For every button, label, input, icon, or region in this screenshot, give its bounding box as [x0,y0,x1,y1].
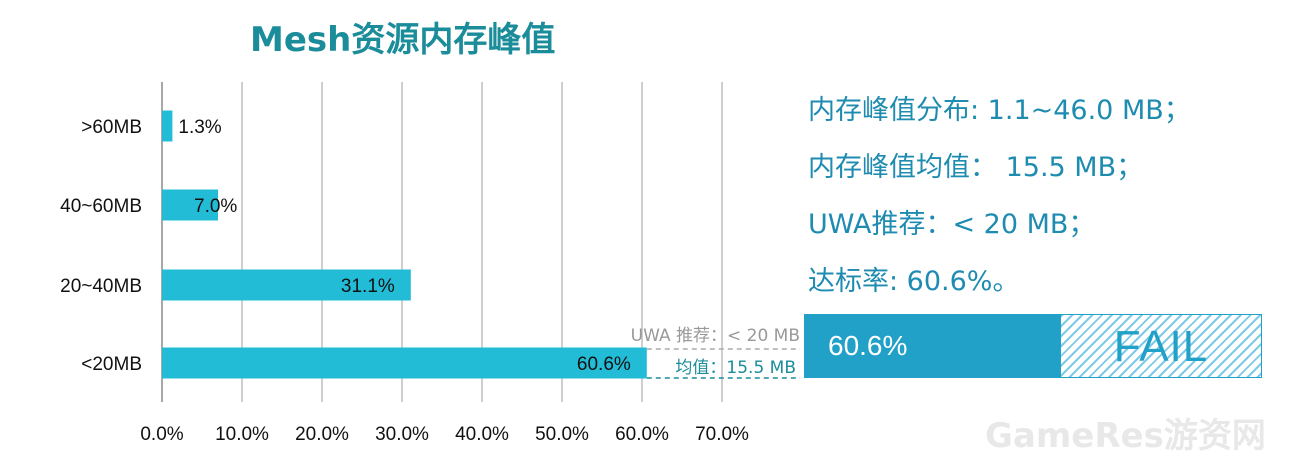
x-tick-label: 50.0% [535,424,589,445]
pass-segment: 60.6% [804,314,1061,378]
stat-recommendation: UWA推荐：< 20 MB； [808,209,1096,240]
bar-chart: 0.0% 10.0% 20.0% 30.0% 40.0% 50.0% 60.0% 70.0% >… [60,82,800,445]
x-tick-label: 60.0% [615,424,669,445]
stat-mean: 内存峰值均值： 15.5 MB； [808,152,1144,183]
bar [162,269,411,301]
data-label: 7.0% [194,196,237,217]
category-label: <20MB [81,354,142,375]
category-label: 40~60MB [60,196,142,217]
watermark: GameRes游资网 [985,416,1266,456]
stat-pass-rate: 达标率: 60.6%。 [808,266,1020,297]
data-label: 60.6% [577,354,631,375]
bar [162,189,218,221]
category-label: 20~40MB [60,276,142,297]
chart-title: Mesh资源内存峰值 [250,20,556,60]
recommendation-annotation: UWA 推荐：< 20 MB [631,326,800,346]
stat-distribution: 内存峰值分布: 1.1~46.0 MB； [808,95,1191,126]
bar [162,347,647,379]
data-label: 1.3% [178,117,221,138]
fail-label: FAIL [1113,322,1209,371]
data-label: 31.1% [341,276,395,297]
category-label: >60MB [81,117,142,138]
x-tick-label: 70.0% [695,424,749,445]
mean-annotation: 均值：15.5 MB [675,358,796,378]
x-tick-label: 40.0% [455,424,509,445]
x-tick-label: 10.0% [215,424,269,445]
pass-rate-bar: 60.6% FAIL [804,314,1262,378]
x-tick-label: 0.0% [140,424,183,445]
x-tick-label: 20.0% [295,424,349,445]
fail-segment: FAIL [1060,314,1262,378]
x-tick-label: 30.0% [375,424,429,445]
stats-panel: 内存峰值分布: 1.1~46.0 MB； 内存峰值均值： 15.5 MB； UW… [808,88,1191,316]
bar [162,110,173,142]
